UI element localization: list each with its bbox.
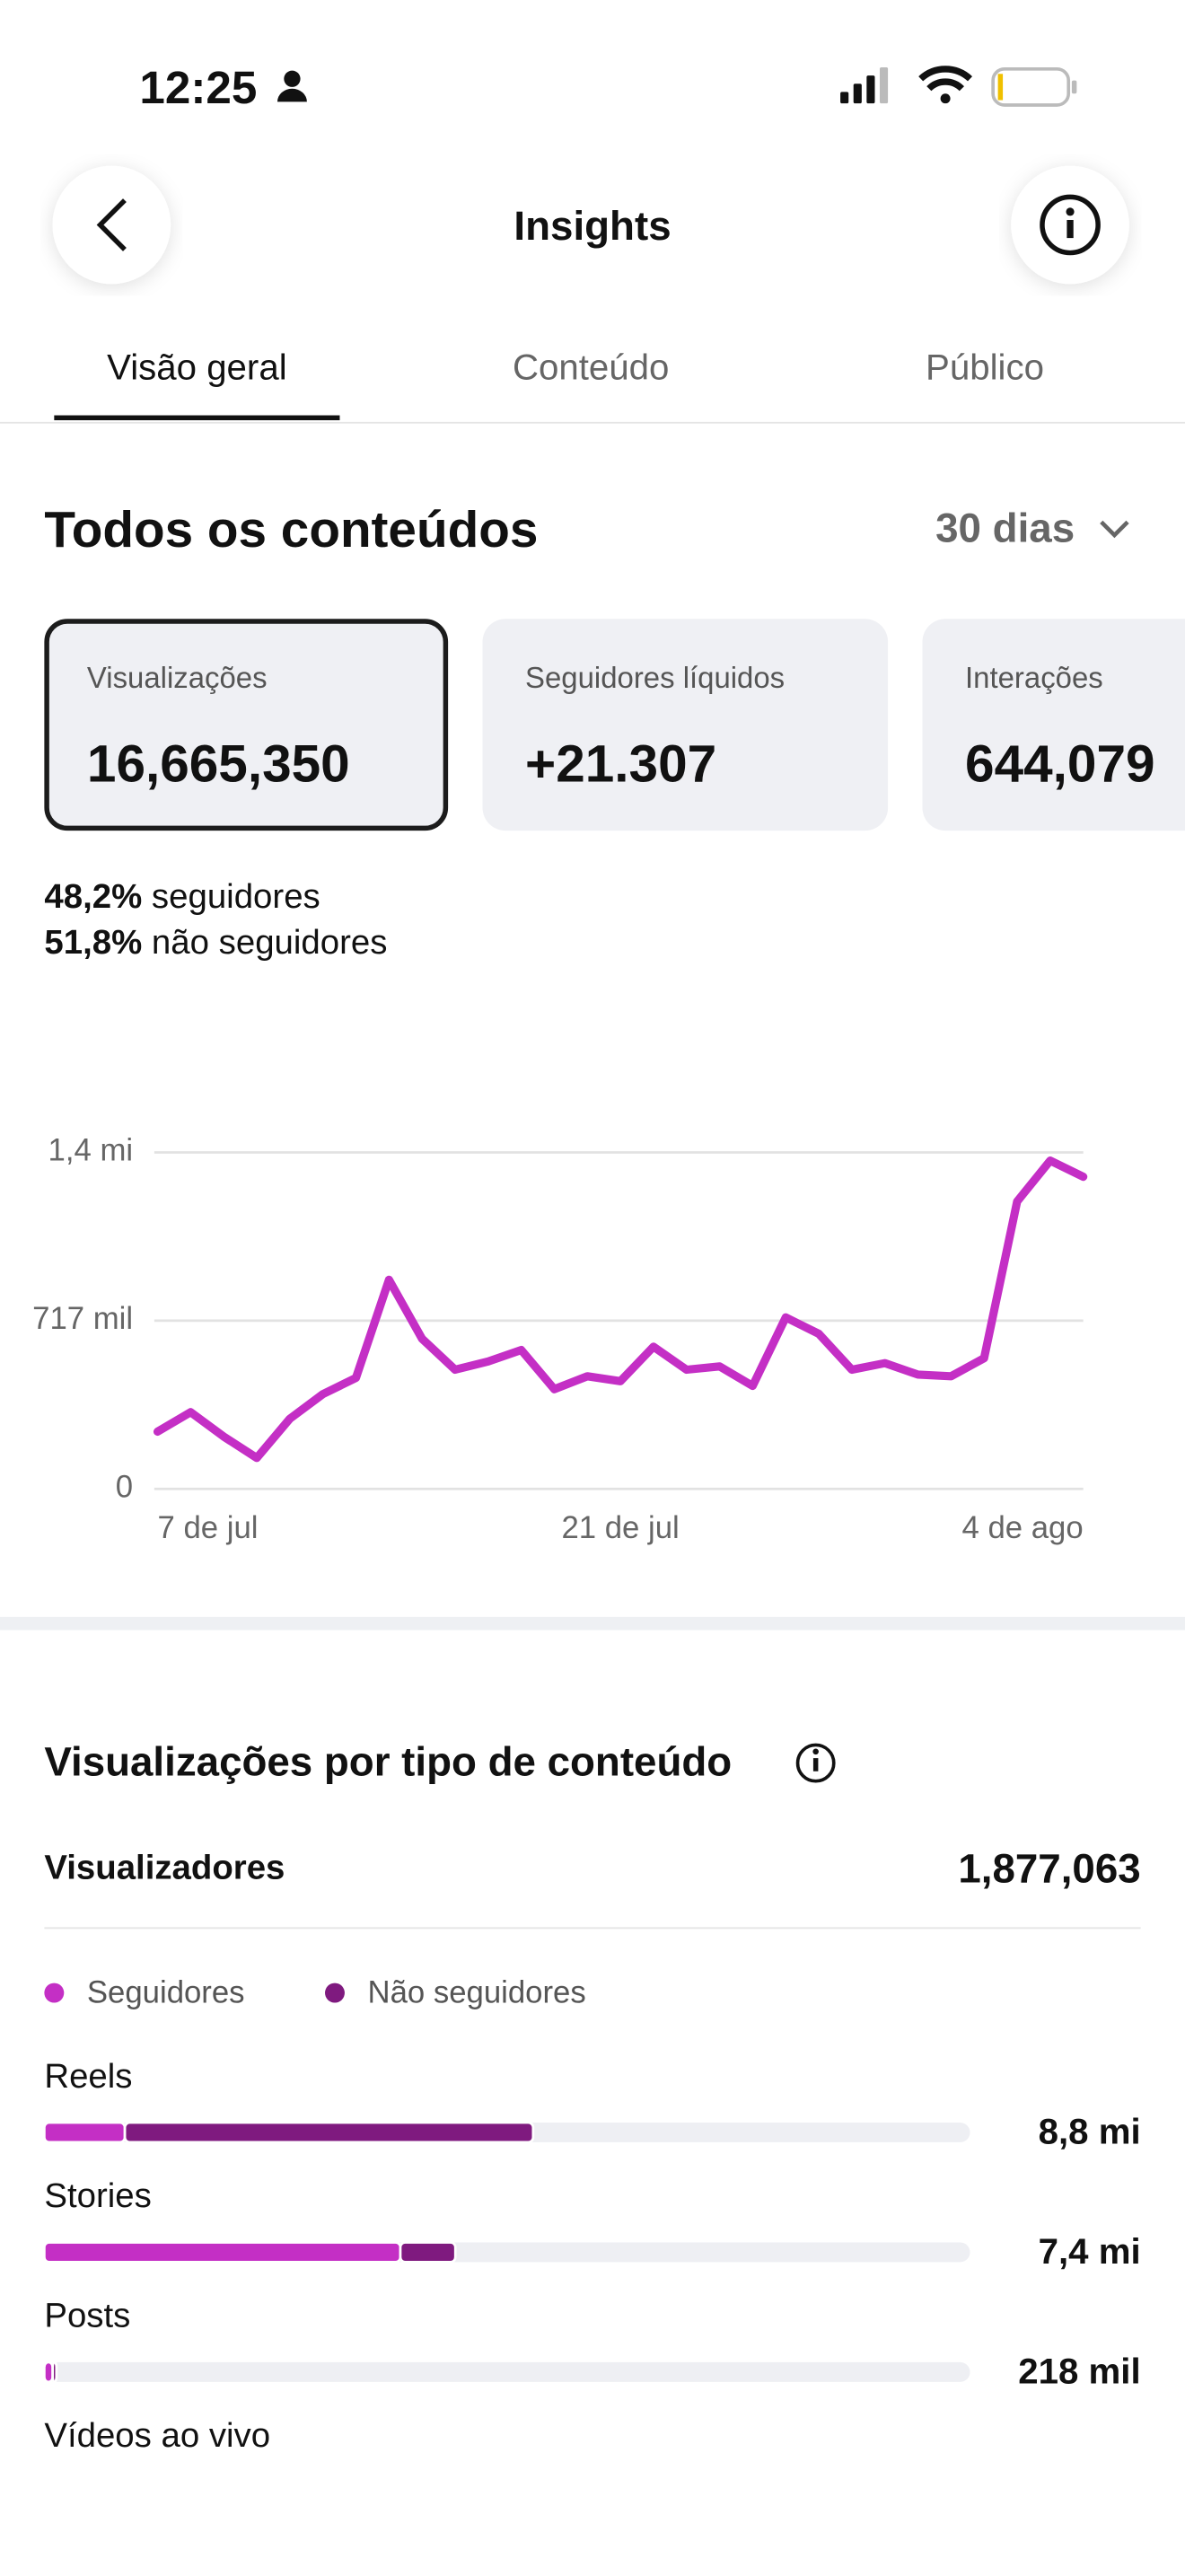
chevron	[1100, 520, 1129, 539]
row-value: 8,8 mi	[1039, 2111, 1141, 2151]
bar-track	[44, 2361, 970, 2382]
bar-segment	[42, 2121, 127, 2144]
tab[interactable]: Conteúdo	[512, 346, 670, 388]
tab[interactable]: Visão geral	[107, 346, 287, 388]
card[interactable]: Seguidores líquidos +21.307	[482, 619, 889, 831]
row-value: 218 mil	[1018, 2351, 1140, 2391]
card-value: 644,079	[965, 734, 1155, 794]
y-tick-label: 0	[116, 1470, 133, 1504]
split-label: seguidores	[151, 878, 320, 917]
line	[153, 1156, 1088, 1463]
card-value: +21.307	[525, 734, 717, 794]
y-tick-label: 717 mil	[32, 1302, 133, 1336]
bar-segment	[51, 2361, 58, 2384]
split-line: 48,2% seguidores	[44, 878, 320, 918]
y-tick-label: 1,4 mi	[48, 1134, 134, 1168]
x-tick-label: 4 de ago	[962, 1511, 1084, 1545]
x-tick-label: 7 de jul	[158, 1511, 259, 1545]
title: Insights	[514, 203, 672, 250]
legend-dot	[325, 1983, 345, 2003]
card-value: 16,665,350	[86, 734, 350, 794]
card[interactable]: Interações 644,079	[922, 619, 1185, 831]
bar-segment	[42, 2241, 402, 2264]
row-label: Stories	[44, 2176, 151, 2215]
period[interactable]: 30 dias	[935, 506, 1075, 552]
summary-value: 1,877,063	[958, 1845, 1140, 1891]
split-line: 51,8% não seguidores	[44, 924, 387, 963]
legend-label: Seguidores	[87, 1976, 245, 2010]
section-title: Visualizações por tipo de conteúdo	[44, 1739, 732, 1785]
card-label: Interações	[965, 661, 1103, 695]
split-pct: 51,8%	[44, 924, 143, 963]
row-label: Posts	[44, 2297, 130, 2335]
x-tick-label: 21 de jul	[561, 1511, 679, 1545]
tab[interactable]: Público	[926, 346, 1044, 388]
split-pct: 48,2%	[44, 878, 143, 917]
row-value: 7,4 mi	[1039, 2231, 1141, 2272]
section-title: Todos os conteúdos	[44, 500, 539, 558]
separator	[0, 1616, 1185, 1631]
legend-label: Não seguidores	[368, 1976, 586, 2010]
row-label: Vídeos ao vivo	[44, 2416, 270, 2455]
summary-label: Visualizadores	[44, 1849, 285, 1887]
bar-segment	[42, 2361, 55, 2384]
row-label: Reels	[44, 2057, 132, 2096]
card-label: Visualizações	[86, 661, 268, 695]
legend-dot	[44, 1983, 65, 2003]
bar-segment	[123, 2121, 535, 2144]
card-label: Seguidores líquidos	[525, 661, 786, 695]
back-button[interactable]	[52, 165, 171, 285]
bar-segment	[399, 2241, 457, 2264]
chrome	[0, 66, 1185, 424]
card[interactable]: Visualizações 16,665,350	[44, 619, 449, 831]
time: 12:25	[139, 62, 258, 114]
split-label: não seguidores	[151, 924, 388, 963]
